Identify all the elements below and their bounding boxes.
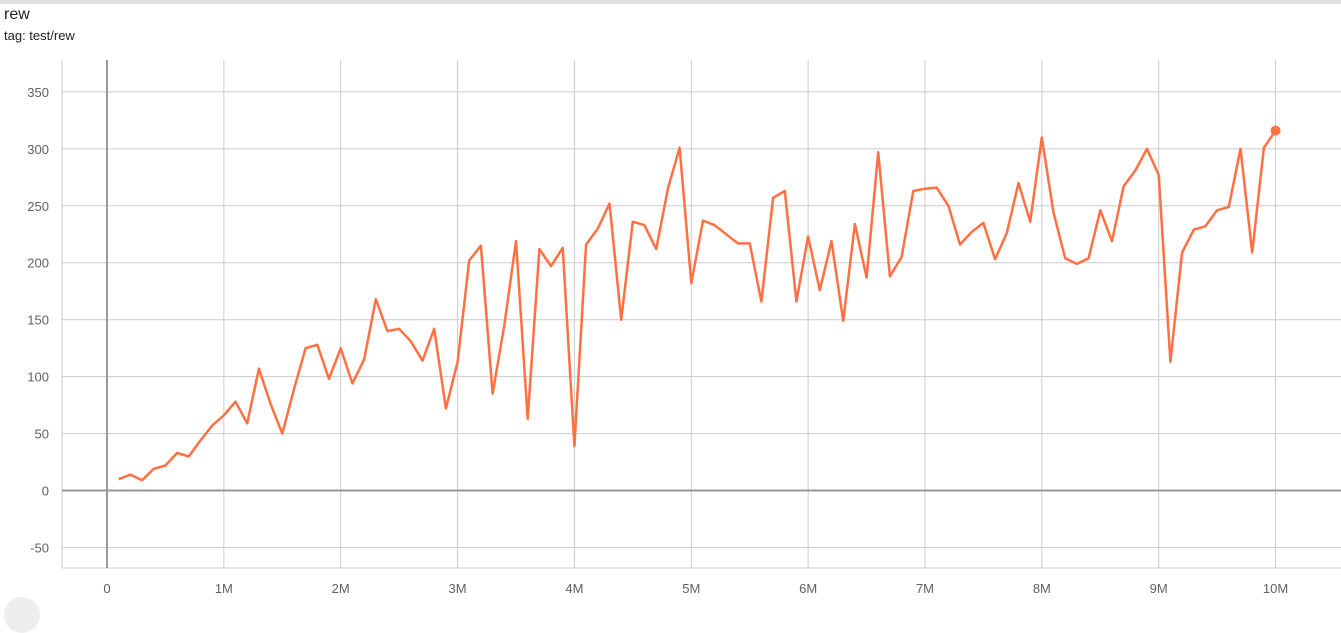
x-tick-label: 1M [215,581,233,596]
x-tick-label: 2M [332,581,350,596]
chart-title: rew [4,6,30,23]
tick-labels: 0 1M 2M 3M 4M 5M 6M 7M 8M 9M 10M -50 0 50 100 150 200 250… [27,85,1288,596]
axes [62,60,1341,568]
y-tick-label: 250 [27,199,49,214]
x-tick-label: 6M [799,581,817,596]
series-line [118,129,1277,482]
x-tick-label: 3M [449,581,467,596]
chart-tag: tag: test/rew [4,28,75,43]
grid [61,60,1341,569]
fab-button[interactable] [4,597,40,633]
x-tick-label: 4M [565,581,583,596]
y-tick-label: 150 [27,313,49,328]
y-tick-label: 50 [35,427,49,442]
series-rew [118,125,1281,482]
top-border [0,0,1341,4]
y-tick-label: 100 [27,370,49,385]
x-tick-label: 10M [1263,581,1288,596]
y-tick-label: -50 [30,540,49,555]
x-tick-label: 7M [916,581,934,596]
y-tick-label: 350 [27,85,49,100]
last-point-marker [1270,125,1281,136]
x-tick-label: 9M [1150,581,1168,596]
y-tick-label: 200 [27,256,49,271]
x-tick-label: 0 [103,581,110,596]
y-tick-label: 300 [27,142,49,157]
y-tick-label: 0 [42,484,49,499]
x-tick-label: 5M [682,581,700,596]
line-chart[interactable]: 0 1M 2M 3M 4M 5M 6M 7M 8M 9M 10M -50 0 50 100 150 200 250… [0,0,1341,605]
x-tick-label: 8M [1033,581,1051,596]
